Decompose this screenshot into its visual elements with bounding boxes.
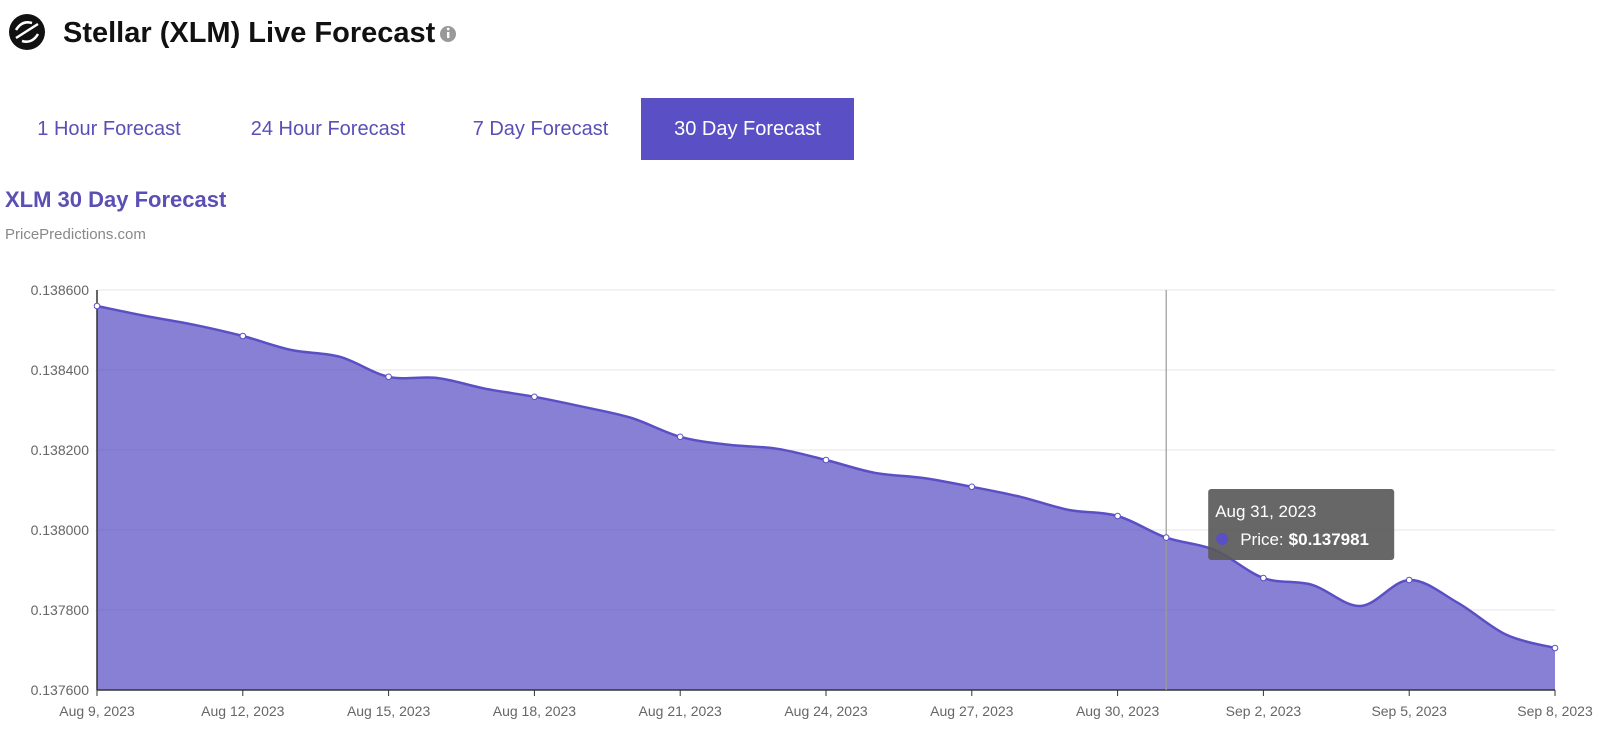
- tab[interactable]: [216, 98, 440, 160]
- point-marker: [385, 373, 392, 381]
- x-tick-label: Aug 18, 2023: [493, 703, 577, 719]
- y-tick-label: 0.138600: [31, 282, 90, 298]
- tab[interactable]: [443, 98, 638, 160]
- point-marker: [822, 456, 830, 464]
- y-tick-label: 0.138400: [31, 362, 90, 378]
- tab[interactable]: [5, 98, 213, 160]
- tooltip-title: Aug 31, 2023: [1215, 502, 1316, 521]
- x-tick-label: Aug 15, 2023: [347, 703, 431, 719]
- tooltip-label: Price:: [1240, 530, 1283, 549]
- tab[interactable]: [641, 98, 854, 160]
- point-marker: [1551, 644, 1559, 652]
- y-tick-label: 0.137800: [31, 602, 90, 618]
- hover-point: [1162, 534, 1170, 541]
- y-tick-label: 0.138000: [31, 522, 90, 538]
- info-icon-glyph: [447, 32, 450, 38]
- x-tick-label: Sep 8, 2023: [1517, 703, 1593, 719]
- tab-label[interactable]: 30 Day Forecast: [674, 118, 821, 140]
- y-tick-label: 0.137600: [31, 682, 90, 698]
- tooltip-swatch: [1216, 533, 1229, 545]
- x-tick-label: Sep 2, 2023: [1226, 703, 1302, 719]
- logo-glyph: [14, 21, 40, 43]
- chart-subtitle: PricePredictions.com: [5, 226, 146, 243]
- point-marker: [1114, 512, 1121, 520]
- x-tick-label: Sep 5, 2023: [1371, 703, 1447, 719]
- point-marker: [239, 332, 247, 340]
- x-tick-label: Aug 27, 2023: [930, 703, 1014, 719]
- x-tick-label: Aug 9, 2023: [59, 703, 135, 719]
- x-tick-label: Aug 21, 2023: [639, 703, 723, 719]
- x-tick-label: Aug 30, 2023: [1076, 703, 1160, 719]
- x-tick-label: Aug 12, 2023: [201, 703, 285, 719]
- tab-label[interactable]: 1 Hour Forecast: [37, 118, 181, 140]
- point-marker: [1260, 574, 1267, 582]
- point-marker: [968, 483, 976, 491]
- tooltip-box: [1208, 489, 1395, 560]
- tab-label[interactable]: 24 Hour Forecast: [251, 118, 406, 140]
- tab-label[interactable]: 7 Day Forecast: [473, 118, 609, 140]
- page-title: Stellar (XLM) Live Forecast: [63, 17, 436, 49]
- tooltip-value: $0.137981: [1289, 530, 1369, 549]
- area: [97, 306, 1555, 690]
- point-marker: [1405, 576, 1413, 584]
- y-tick-label: 0.138200: [31, 442, 90, 458]
- info-icon-dot: [446, 27, 450, 31]
- point-marker: [676, 433, 684, 441]
- tooltip: Aug 31, 2023 Price: $0.137981: [1208, 489, 1395, 560]
- point-marker: [531, 393, 538, 401]
- point-marker: [93, 302, 101, 310]
- chart-title: XLM 30 Day Forecast: [5, 187, 227, 212]
- x-tick-label: Aug 24, 2023: [784, 703, 868, 719]
